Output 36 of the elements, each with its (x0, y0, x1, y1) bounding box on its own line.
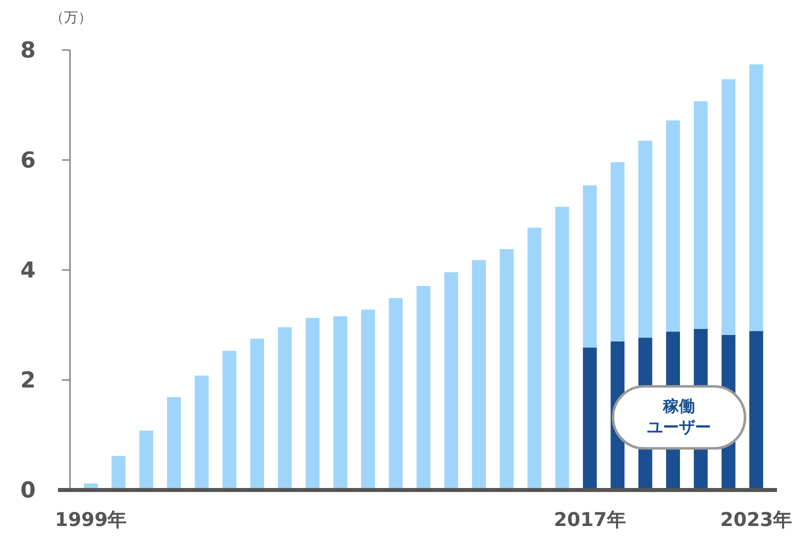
bar (139, 430, 154, 490)
bar (333, 316, 348, 490)
y-tick-label: 4 (20, 258, 36, 284)
x-tick-label: 1999年 (54, 509, 127, 531)
bar (250, 338, 264, 490)
bar (388, 298, 403, 490)
bar (278, 327, 292, 490)
bar (167, 397, 181, 490)
bar (222, 350, 236, 490)
bar (582, 348, 597, 490)
bar (416, 286, 430, 490)
bar (722, 79, 736, 335)
y-axis-title: （万） (50, 10, 92, 26)
y-tick-label: 6 (20, 148, 36, 174)
bar (112, 456, 126, 490)
y-tick-label: 2 (20, 368, 36, 394)
bar (694, 101, 708, 329)
bar (610, 162, 625, 342)
x-tick-label: 2017年 (554, 509, 626, 531)
bar (555, 206, 570, 490)
y-tick-label: 0 (20, 478, 36, 504)
bar (472, 260, 486, 490)
y-tick-label: 8 (20, 38, 36, 64)
bar (444, 272, 458, 490)
bar (749, 331, 764, 490)
bar (306, 318, 320, 490)
series-label: 稼働ユーザー (647, 396, 712, 436)
x-tick-label: 2023年 (720, 509, 792, 531)
bar (749, 64, 764, 332)
bar (527, 228, 542, 490)
bar (582, 185, 597, 348)
bar (361, 310, 375, 490)
bar (194, 376, 209, 490)
bar (666, 120, 680, 332)
bar (500, 249, 514, 490)
bar (638, 140, 652, 338)
